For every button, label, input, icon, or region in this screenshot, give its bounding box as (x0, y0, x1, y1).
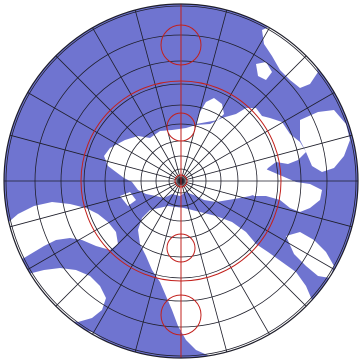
meridian-line (180, 134, 353, 182)
meridian-line (134, 180, 182, 353)
landmass-west (4, 202, 118, 262)
meridian-line (92, 27, 182, 182)
meridian-line (27, 180, 182, 270)
meridian-line (9, 134, 182, 182)
meridian-line (9, 180, 182, 228)
indicatrix-small-circle (160, 24, 202, 66)
meridian-line (55, 55, 182, 182)
meridian-line (180, 9, 228, 182)
meridian-line (180, 180, 335, 270)
meridian-line (180, 180, 270, 335)
meridian-line (27, 92, 182, 182)
meridian-line (180, 180, 307, 307)
meridian-line (180, 55, 307, 182)
landmass-north-lobe (196, 98, 224, 124)
globe-outline (3, 3, 359, 359)
meridian-line (180, 180, 353, 228)
indicatrix-small-circle (166, 233, 196, 263)
meridian-line (55, 180, 182, 307)
meridian-line (180, 180, 228, 353)
landmass-africa-east (286, 232, 334, 278)
island-2 (120, 192, 136, 206)
meridian-line (180, 27, 270, 182)
island-1 (178, 226, 196, 240)
indicatrix-small-circle (160, 294, 202, 336)
meridian-line (134, 9, 182, 182)
landmass-east (300, 110, 350, 172)
indicatrix-small-circle (174, 174, 188, 188)
meridian-line (180, 92, 335, 182)
indicatrix-ring (80, 80, 282, 282)
landmass-northeast (262, 24, 318, 88)
indicatrix-circles (80, 4, 282, 358)
meridian-line (92, 180, 182, 335)
indicatrix-small-circle (166, 112, 196, 142)
landmass-northeast-small (256, 62, 272, 80)
